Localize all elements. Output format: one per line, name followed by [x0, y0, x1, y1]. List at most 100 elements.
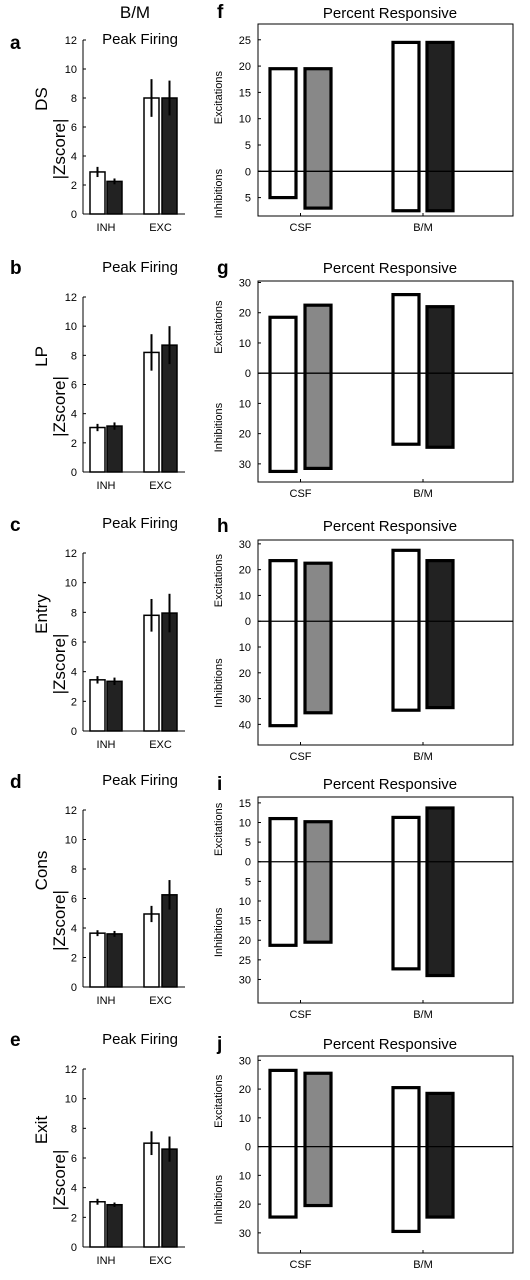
bar-csf-filled — [303, 1071, 333, 1208]
y-tick-label: 20 — [239, 308, 251, 320]
y-tick-label: 0 — [71, 209, 77, 221]
bar-exc-open — [143, 1142, 160, 1248]
x-tick-label: INH — [97, 480, 116, 492]
x-tick-label: CSF — [290, 222, 312, 234]
bar-inh-filled — [106, 180, 123, 215]
bar-bm-open — [391, 293, 421, 446]
y-axis-label-inhibitions: Inhibitions — [213, 658, 225, 708]
y-tick-label: 12 — [65, 805, 77, 817]
x-tick-label: INH — [97, 995, 116, 1007]
panel-letter: e — [10, 1030, 21, 1051]
y-tick-label: 30 — [239, 278, 251, 290]
y-tick-label: 5 — [245, 837, 251, 849]
y-tick-label: 20 — [239, 429, 251, 441]
x-tick-label: B/M — [413, 488, 433, 500]
chart-c: c Peak Firing Entry|Zscore| 0 2 4 6 8 10 12 INH EXC — [10, 515, 185, 751]
plot-frame — [257, 1055, 514, 1254]
y-axis-label-excitations: Excitations — [213, 71, 225, 125]
y-tick-label: 5 — [245, 876, 251, 888]
y-tick-label: 10 — [65, 1094, 77, 1106]
y-tick-label: 5 — [245, 193, 251, 205]
y-tick-label: 0 — [245, 616, 251, 628]
y-tick-label: 10 — [239, 1113, 251, 1125]
bar-bm-filled — [425, 559, 455, 710]
y-tick-label: 0 — [245, 166, 251, 178]
y-tick-label: 4 — [71, 409, 77, 421]
chart-e: e Peak Firing Exit |Zscore| 0 2 4 6 8 10 12 INH EXC — [10, 1030, 185, 1267]
bar-inh-open — [89, 171, 106, 215]
y-tick-label: 2 — [71, 953, 77, 965]
y-tick-label: 6 — [71, 122, 77, 134]
bar-inh-open — [89, 1201, 106, 1248]
y-tick-label: 20 — [239, 1199, 251, 1211]
bar-csf-open — [268, 67, 298, 200]
chart-d: d Peak Firing Cons|Zscore| 0 2 4 6 8 10 12 INH EXC — [10, 772, 185, 1007]
panel-letter: i — [217, 774, 222, 795]
x-tick-label: INH — [97, 222, 116, 234]
y-tick-label: 30 — [239, 1055, 251, 1067]
y-tick-label: 6 — [71, 894, 77, 906]
chart-g: g Percent Responsive Excitations Inhibition… — [213, 258, 514, 500]
y-tick-label: 4 — [71, 151, 77, 163]
chart-i: i Percent Responsive Excitations Inhibition… — [213, 774, 514, 1021]
bar-exc-filled — [161, 344, 178, 473]
y-axis-label: |Zscore| — [50, 890, 69, 951]
y-tick-label: 6 — [71, 1153, 77, 1165]
y-tick-label: 20 — [239, 935, 251, 947]
y-tick-label: 25 — [239, 35, 251, 47]
bar-bm-filled — [425, 40, 455, 213]
bar-csf-open — [268, 559, 298, 728]
plot-frame — [257, 796, 514, 1004]
chart-title: Percent Responsive — [323, 1036, 457, 1053]
bar-inh-filled — [106, 933, 123, 988]
y-axis-label-excitations: Excitations — [213, 300, 225, 354]
y-tick-label: 0 — [245, 1142, 251, 1154]
bar-csf-filled — [303, 67, 333, 210]
x-tick-label: CSF — [290, 1009, 312, 1021]
y-tick-label: 2 — [71, 180, 77, 192]
y-tick-label: 15 — [239, 798, 251, 810]
y-tick-label: 2 — [71, 696, 77, 708]
bar-csf-open — [268, 1068, 298, 1219]
x-tick-label: INH — [97, 739, 116, 751]
charts: a Peak Firing DS |Zscore| 0 2 4 6 8 10 12 INH EXC b Pe… — [10, 2, 514, 1271]
row-label: Exit — [32, 1116, 51, 1145]
y-axis-label-inhibitions: Inhibitions — [213, 907, 225, 957]
row-label: LP — [32, 346, 51, 367]
y-tick-label: 12 — [65, 1064, 77, 1076]
y-axis-label: |Zscore| — [50, 1150, 69, 1211]
bar-csf-open — [268, 315, 298, 474]
y-tick-label: 40 — [239, 719, 251, 731]
bar-inh-filled — [106, 425, 123, 473]
bar-exc-open — [143, 614, 160, 732]
bar-inh-filled — [106, 1203, 123, 1248]
y-tick-label: 8 — [71, 864, 77, 876]
x-tick-label: EXC — [149, 739, 172, 751]
y-tick-label: 10 — [239, 590, 251, 602]
y-tick-label: 12 — [65, 292, 77, 304]
chart-title: Percent Responsive — [323, 776, 457, 793]
y-axis-label-inhibitions: Inhibitions — [213, 168, 225, 218]
plot-frame — [257, 23, 514, 217]
panel-letter: b — [10, 258, 22, 279]
panel-letter: j — [216, 1034, 222, 1055]
panel-letter: c — [10, 515, 21, 536]
y-tick-label: 8 — [71, 350, 77, 362]
bar-csf-filled — [303, 561, 333, 715]
bar-inh-open — [89, 679, 106, 732]
x-tick-label: B/M — [413, 222, 433, 234]
bar-inh-open — [89, 932, 106, 988]
chart-title: Peak Firing — [102, 1031, 178, 1048]
x-tick-label: B/M — [413, 751, 433, 763]
y-axis-label-excitations: Excitations — [213, 1074, 225, 1128]
row-label: Cons — [32, 851, 51, 891]
chart-h: h Percent Responsive Excitations Inhibition… — [213, 516, 514, 763]
y-axis-label: |Zscore| — [50, 634, 69, 695]
y-tick-label: 0 — [71, 982, 77, 994]
bar-bm-open — [391, 815, 421, 971]
y-tick-label: 30 — [239, 539, 251, 551]
y-tick-label: 6 — [71, 380, 77, 392]
y-tick-label: 20 — [239, 61, 251, 73]
y-tick-label: 30 — [239, 1228, 251, 1240]
y-tick-label: 25 — [239, 955, 251, 967]
